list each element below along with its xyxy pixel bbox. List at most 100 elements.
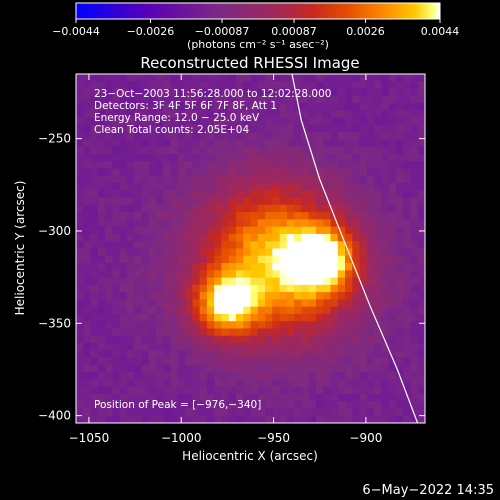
heatmap-cell (148, 408, 157, 417)
heatmap-cell (323, 132, 331, 140)
heatmap-cell (279, 408, 288, 417)
heatmap-cell (359, 153, 368, 162)
heatmap-cell (315, 124, 324, 133)
heatmap-cell (214, 335, 222, 344)
heatmap-cell (374, 284, 382, 293)
heatmap-cell (155, 393, 164, 402)
heatmap-cell (228, 110, 237, 119)
heatmap-cell (105, 233, 113, 242)
heatmap-cell (337, 306, 346, 315)
heatmap-cell (294, 175, 302, 184)
heatmap-cell (265, 161, 273, 169)
heatmap-cell (90, 277, 99, 286)
heatmap-cell (366, 183, 375, 191)
heatmap-cell (177, 197, 186, 206)
heatmap-cell (301, 393, 310, 402)
heatmap-cell (272, 350, 280, 358)
heatmap-cell (294, 161, 302, 169)
heatmap-cell (170, 357, 179, 366)
heatmap-cell (257, 139, 266, 148)
heatmap-cell (337, 81, 346, 89)
heatmap-cell (345, 241, 353, 249)
heatmap-cell (337, 117, 346, 126)
heatmap-cell (388, 168, 397, 177)
heatmap-cell (141, 110, 150, 119)
heatmap-cell (286, 161, 295, 169)
heatmap-cell (221, 248, 230, 257)
heatmap-cell (410, 372, 419, 380)
heatmap-cell (345, 233, 353, 242)
heatmap-cell (279, 103, 288, 111)
heatmap-cell (374, 364, 382, 373)
heatmap-cell (395, 321, 404, 329)
heatmap-cell (257, 161, 266, 169)
heatmap-cell (126, 233, 135, 242)
heatmap-cell (352, 277, 360, 286)
heatmap-cell (83, 357, 91, 366)
heatmap-cell (163, 255, 171, 264)
heatmap-cell (395, 255, 404, 264)
heatmap-cell (185, 350, 193, 358)
heatmap-cell (206, 357, 215, 366)
heatmap-cell (345, 190, 353, 198)
heatmap-cell (214, 255, 222, 264)
heatmap-cell (395, 364, 404, 373)
heatmap-cell (265, 408, 273, 417)
heatmap-cell (199, 270, 208, 278)
heatmap-cell (323, 204, 331, 213)
heatmap-cell (257, 95, 266, 104)
heatmap-cell (279, 219, 288, 228)
heatmap-cell (323, 248, 331, 257)
heatmap-cell (257, 204, 266, 213)
heatmap-cell (395, 277, 404, 286)
heatmap-cell (337, 277, 346, 286)
heatmap-cell (403, 190, 411, 198)
heatmap-cell (163, 226, 171, 235)
heatmap-cell (126, 219, 135, 228)
heatmap-cell (112, 306, 121, 315)
heatmap-cell (83, 168, 91, 177)
heatmap-cell (97, 190, 106, 198)
heatmap-cell (337, 139, 346, 148)
heatmap-cell (330, 81, 339, 89)
heatmap-cell (163, 415, 171, 423)
heatmap-cell (148, 226, 157, 235)
heatmap-cell (374, 277, 382, 286)
heatmap-cell (90, 103, 99, 111)
heatmap-cell (330, 161, 339, 169)
heatmap-cell (308, 284, 317, 293)
heatmap-cell (185, 335, 193, 344)
heatmap-cell (119, 292, 128, 300)
heatmap-cell (345, 270, 353, 278)
heatmap-cell (105, 241, 113, 249)
heatmap-cell (155, 248, 164, 257)
heatmap-cell (76, 255, 84, 264)
heatmap-cell (97, 124, 106, 133)
heatmap-cell (374, 415, 382, 423)
heatmap-cell (214, 161, 222, 169)
heatmap-cell (126, 335, 135, 344)
heatmap-cell (199, 190, 208, 198)
heatmap-cell (366, 88, 375, 97)
heatmap-cell (83, 103, 91, 111)
heatmap-cell (126, 190, 135, 198)
heatmap-cell (235, 335, 244, 344)
heatmap-cell (272, 284, 280, 293)
heatmap-cell (315, 386, 324, 395)
heatmap-cell (243, 321, 251, 329)
heatmap-cell (265, 117, 273, 126)
heatmap-cell (76, 161, 84, 169)
colorbar-tick-label: 0.0026 (346, 25, 385, 38)
heatmap-cell (155, 270, 164, 278)
heatmap-cell (323, 393, 331, 402)
heatmap-cell (345, 379, 353, 388)
heatmap-cell (228, 284, 237, 293)
heatmap-cell (170, 255, 179, 264)
heatmap-cell (192, 277, 200, 286)
heatmap-cell (126, 277, 135, 286)
heatmap-cell (417, 364, 425, 373)
heatmap-cell (235, 153, 244, 162)
heatmap-cell (206, 81, 215, 89)
heatmap-cell (381, 386, 390, 395)
heatmap-cell (155, 183, 164, 191)
